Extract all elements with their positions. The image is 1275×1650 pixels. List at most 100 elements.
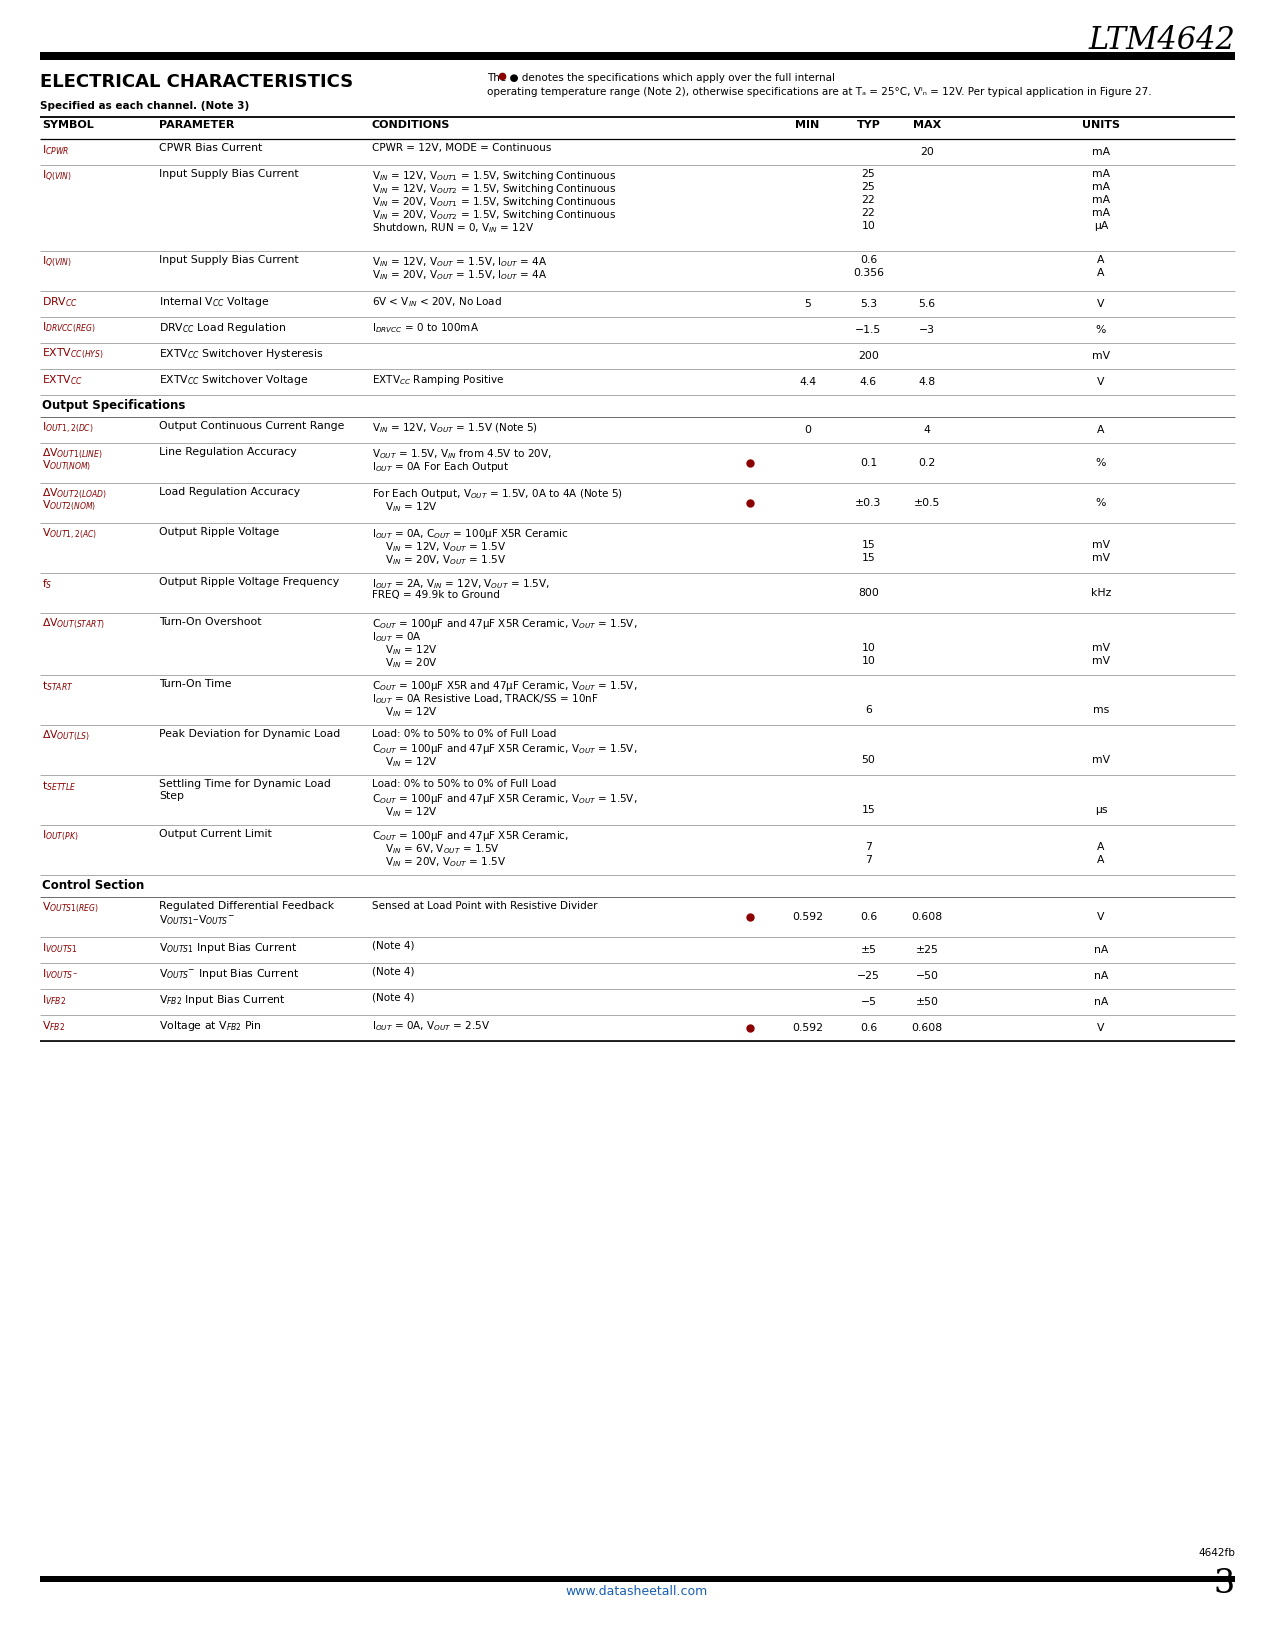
- Text: 0.592: 0.592: [792, 912, 822, 922]
- Text: 4642fb: 4642fb: [1198, 1548, 1235, 1558]
- Text: V$_{IN}$ = 12V: V$_{IN}$ = 12V: [372, 756, 437, 769]
- Text: For Each Output, V$_{OUT}$ = 1.5V, 0A to 4A (Note 5): For Each Output, V$_{OUT}$ = 1.5V, 0A to…: [372, 487, 622, 502]
- Text: I$_{VOUTS^{-}}$: I$_{VOUTS^{-}}$: [42, 967, 78, 980]
- Text: V$_{IN}$ = 6V, V$_{OUT}$ = 1.5V: V$_{IN}$ = 6V, V$_{OUT}$ = 1.5V: [372, 842, 500, 856]
- Text: PARAMETER: PARAMETER: [159, 120, 235, 130]
- Text: 15: 15: [862, 553, 876, 563]
- Text: nA: nA: [1094, 970, 1108, 982]
- Text: Line Regulation Accuracy: Line Regulation Accuracy: [159, 447, 297, 457]
- Text: mA: mA: [1091, 208, 1111, 218]
- Bar: [40, 1576, 1235, 1582]
- Text: V$_{IN}$ = 12V, V$_{OUT1}$ = 1.5V, Switching Continuous: V$_{IN}$ = 12V, V$_{OUT1}$ = 1.5V, Switc…: [372, 168, 616, 183]
- Text: 0.608: 0.608: [912, 912, 942, 922]
- Text: V$_{OUTS1}$–V$_{OUTS}$$^{-}$: V$_{OUTS1}$–V$_{OUTS}$$^{-}$: [159, 912, 235, 927]
- Text: 22: 22: [862, 208, 876, 218]
- Text: 25: 25: [862, 182, 876, 191]
- Text: ±0.5: ±0.5: [914, 498, 940, 508]
- Text: 0.592: 0.592: [792, 1023, 822, 1033]
- Text: CPWR Bias Current: CPWR Bias Current: [159, 144, 263, 153]
- Text: 4: 4: [923, 426, 931, 436]
- Text: mV: mV: [1091, 540, 1111, 549]
- Text: A: A: [1098, 855, 1104, 865]
- Text: V$_{IN}$ = 20V, V$_{OUT2}$ = 1.5V, Switching Continuous: V$_{IN}$ = 20V, V$_{OUT2}$ = 1.5V, Switc…: [372, 208, 616, 223]
- Text: Output Specifications: Output Specifications: [42, 399, 185, 412]
- Text: MAX: MAX: [913, 120, 941, 130]
- Text: mA: mA: [1091, 195, 1111, 205]
- Text: V$_{IN}$ = 12V: V$_{IN}$ = 12V: [372, 644, 437, 657]
- Text: ±50: ±50: [915, 997, 938, 1006]
- Text: V$_{IN}$ = 12V, V$_{OUT}$ = 1.5V (Note 5): V$_{IN}$ = 12V, V$_{OUT}$ = 1.5V (Note 5…: [372, 421, 538, 434]
- Text: 10: 10: [862, 644, 876, 653]
- Text: 0.1: 0.1: [859, 459, 877, 469]
- Text: 50: 50: [862, 756, 876, 766]
- Text: V$_{IN}$ = 12V: V$_{IN}$ = 12V: [372, 705, 437, 719]
- Text: ΔV$_{OUT(START)}$: ΔV$_{OUT(START)}$: [42, 617, 105, 632]
- Text: 7: 7: [864, 855, 872, 865]
- Text: I$_{OUT}$ = 0A For Each Output: I$_{OUT}$ = 0A For Each Output: [372, 460, 510, 474]
- Text: Sensed at Load Point with Resistive Divider: Sensed at Load Point with Resistive Divi…: [372, 901, 598, 911]
- Text: I$_{OUT}$ = 0A, V$_{OUT}$ = 2.5V: I$_{OUT}$ = 0A, V$_{OUT}$ = 2.5V: [372, 1020, 491, 1033]
- Text: V$_{IN}$ = 12V: V$_{IN}$ = 12V: [372, 500, 437, 513]
- Text: ΔV$_{OUT1(LINE)}$: ΔV$_{OUT1(LINE)}$: [42, 447, 102, 462]
- Text: 0.6: 0.6: [859, 256, 877, 266]
- Text: 15: 15: [862, 805, 876, 815]
- Text: Specified as each channel. (Note 3): Specified as each channel. (Note 3): [40, 101, 249, 111]
- Bar: [40, 53, 1235, 59]
- Text: A: A: [1098, 267, 1104, 277]
- Text: The ● denotes the specifications which apply over the full internal: The ● denotes the specifications which a…: [487, 73, 835, 82]
- Text: 10: 10: [862, 221, 876, 231]
- Text: Control Section: Control Section: [42, 879, 144, 893]
- Text: 10: 10: [862, 657, 876, 667]
- Text: Load: 0% to 50% to 0% of Full Load: Load: 0% to 50% to 0% of Full Load: [372, 779, 556, 789]
- Text: ±5: ±5: [861, 945, 876, 955]
- Text: DRV$_{CC}$: DRV$_{CC}$: [42, 295, 78, 309]
- Text: 0.6: 0.6: [859, 912, 877, 922]
- Text: 25: 25: [862, 168, 876, 178]
- Text: t$_{START}$: t$_{START}$: [42, 680, 74, 693]
- Text: ELECTRICAL CHARACTERISTICS: ELECTRICAL CHARACTERISTICS: [40, 73, 353, 91]
- Text: V: V: [1098, 1023, 1104, 1033]
- Text: TYP: TYP: [857, 120, 881, 130]
- Text: 5.6: 5.6: [918, 299, 936, 309]
- Text: Turn-On Time: Turn-On Time: [159, 680, 232, 690]
- Text: Load Regulation Accuracy: Load Regulation Accuracy: [159, 487, 300, 497]
- Text: 20: 20: [921, 147, 933, 157]
- Text: V: V: [1098, 299, 1104, 309]
- Text: mA: mA: [1091, 182, 1111, 191]
- Text: −3: −3: [919, 325, 935, 335]
- Text: C$_{OUT}$ = 100μF and 47μF X5R Ceramic,: C$_{OUT}$ = 100μF and 47μF X5R Ceramic,: [372, 828, 569, 843]
- Text: 800: 800: [858, 587, 878, 597]
- Text: V$_{IN}$ = 20V, V$_{OUT}$ = 1.5V: V$_{IN}$ = 20V, V$_{OUT}$ = 1.5V: [372, 855, 506, 870]
- Text: 0.2: 0.2: [918, 459, 936, 469]
- Text: Input Supply Bias Current: Input Supply Bias Current: [159, 256, 298, 266]
- Text: V$_{OUT2(NOM)}$: V$_{OUT2(NOM)}$: [42, 498, 96, 513]
- Text: 5.3: 5.3: [859, 299, 877, 309]
- Text: LTM4642: LTM4642: [1088, 25, 1235, 56]
- Text: V$_{IN}$ = 12V: V$_{IN}$ = 12V: [372, 805, 437, 818]
- Text: mA: mA: [1091, 168, 1111, 178]
- Text: V: V: [1098, 376, 1104, 388]
- Text: ±25: ±25: [915, 945, 938, 955]
- Text: EXTV$_{CC(HYS)}$: EXTV$_{CC(HYS)}$: [42, 346, 103, 361]
- Text: Voltage at V$_{FB2}$ Pin: Voltage at V$_{FB2}$ Pin: [159, 1020, 261, 1033]
- Text: A: A: [1098, 426, 1104, 436]
- Text: Internal V$_{CC}$ Voltage: Internal V$_{CC}$ Voltage: [159, 295, 269, 309]
- Text: V$_{IN}$ = 12V, V$_{OUT}$ = 1.5V, I$_{OUT}$ = 4A: V$_{IN}$ = 12V, V$_{OUT}$ = 1.5V, I$_{OU…: [372, 256, 547, 269]
- Text: mV: mV: [1091, 657, 1111, 667]
- Text: V$_{IN}$ = 12V, V$_{OUT}$ = 1.5V: V$_{IN}$ = 12V, V$_{OUT}$ = 1.5V: [372, 540, 506, 554]
- Text: Turn-On Overshoot: Turn-On Overshoot: [159, 617, 261, 627]
- Text: nA: nA: [1094, 945, 1108, 955]
- Text: mA: mA: [1091, 147, 1111, 157]
- Text: −25: −25: [857, 970, 880, 982]
- Text: 6: 6: [864, 705, 872, 714]
- Text: V: V: [1098, 912, 1104, 922]
- Text: t$_{SETTLE}$: t$_{SETTLE}$: [42, 779, 76, 792]
- Text: 0: 0: [805, 426, 811, 436]
- Text: I$_{VFB2}$: I$_{VFB2}$: [42, 993, 66, 1006]
- Text: C$_{OUT}$ = 100μF and 47μF X5R Ceramic, V$_{OUT}$ = 1.5V,: C$_{OUT}$ = 100μF and 47μF X5R Ceramic, …: [372, 742, 638, 756]
- Text: CPWR = 12V, MODE = Continuous: CPWR = 12V, MODE = Continuous: [372, 144, 551, 153]
- Text: C$_{OUT}$ = 100μF and 47μF X5R Ceramic, V$_{OUT}$ = 1.5V,: C$_{OUT}$ = 100μF and 47μF X5R Ceramic, …: [372, 617, 638, 630]
- Text: V$_{IN}$ = 20V, V$_{OUT}$ = 1.5V, I$_{OUT}$ = 4A: V$_{IN}$ = 20V, V$_{OUT}$ = 1.5V, I$_{OU…: [372, 267, 547, 282]
- Text: V$_{FB2}$ Input Bias Current: V$_{FB2}$ Input Bias Current: [159, 993, 286, 1006]
- Text: I$_{OUT1,2(DC)}$: I$_{OUT1,2(DC)}$: [42, 421, 93, 436]
